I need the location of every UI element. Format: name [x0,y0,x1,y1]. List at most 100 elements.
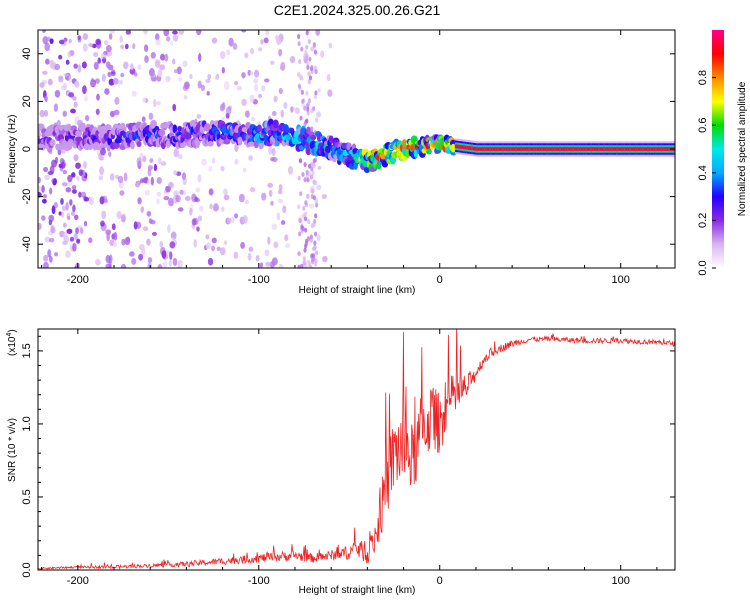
spectrogram-noise-blob [62,222,67,228]
spectrogram-noise-blob [249,71,254,76]
spectrogram-noise-blob [271,110,277,117]
spectrogram-noise-blob [101,73,106,83]
spectrogram-noise-blob [95,38,102,46]
spectrogram-noise-blob [96,93,100,101]
spectrogram-noise-blob [38,176,41,184]
spectrogram-noise-blob [177,207,184,212]
spectrogram-noise-blob [312,256,316,262]
spectrogram-x-axis-label: Height of straight line (km) [299,285,416,296]
spectrogram-noise-blob [172,34,179,42]
spectrogram-noise-blob [245,110,250,118]
spectrogram-noise-blob [73,101,78,108]
spectrogram-noise-blob [88,237,93,244]
spectrogram-noise-blob [259,262,264,268]
snr-y-tick-label: 1.0 [21,416,33,431]
spectrogram-noise-blob [303,121,307,127]
spectrogram-noise-blob [54,63,61,71]
spectrogram-noise-blob [313,218,317,224]
spectrogram-noise-blob [103,199,108,204]
spectrogram-noise-blob [322,255,328,263]
spectrogram-noise-blob [307,171,312,177]
spectrogram-noise-blob [73,63,78,69]
spectrogram-noise-blob [130,63,134,71]
spectrogram-noise-blob [278,87,283,95]
spectrogram-noise-blob [301,98,305,104]
spectrogram-noise-blob [316,111,322,118]
spectrogram-noise-blob [278,48,283,57]
spectrogram-noise-blob [310,223,314,229]
spectrogram-noise-blob [315,117,319,123]
spectrogram-noise-blob [117,175,124,184]
spectrogram-noise-blob [312,158,316,164]
spectrogram-noise-blob [273,95,278,103]
spectrogram-noise-blob [310,188,315,194]
spectrogram-noise-blob [148,112,154,120]
spectrogram-noise-blob [248,246,254,252]
snr-x-tick-label: -100 [248,575,270,587]
spectrogram-noise-blob [255,255,260,262]
spectrogram-noise-blob [304,241,308,247]
spectrogram-noise-blob [308,75,313,81]
spectrogram-noise-blob [300,263,304,268]
spectrogram-noise-blob [320,50,325,59]
spectrogram-noise-blob [197,80,202,89]
spectrogram-noise-blob [219,103,225,112]
spectrogram-noise-blob [65,59,70,65]
spectrogram-noise-blob [62,240,68,246]
spectrogram-noise-blob [121,238,126,246]
spectrogram-noise-blob [209,203,213,210]
spectrogram-noise-blob [47,249,52,258]
spectrogram-noise-blob [58,163,63,169]
spectrogram-noise-blob [328,42,333,49]
spectrogram-x-tick-label: 0 [437,274,443,286]
spectrogram-noise-blob [50,224,55,234]
spectrogram-noise-blob [109,30,116,35]
spectrogram-noise-blob [100,147,106,156]
spectrogram-noise-blob [248,155,253,161]
spectrogram-noise-blob [312,65,317,71]
spectrogram-noise-blob [225,106,232,115]
spectrogram-noise-blob [111,223,116,231]
spectrogram-ridge-blob [177,125,183,132]
spectrogram-noise-blob [242,167,247,173]
spectrogram-noise-blob [195,187,201,193]
spectrogram-noise-blob [314,213,318,219]
spectrogram-noise-blob [133,72,138,77]
spectrogram-noise-blob [261,85,266,92]
spectrogram-noise-blob [314,198,318,204]
spectrogram-noise-blob [308,264,313,268]
spectrogram-noise-blob [44,42,51,52]
spectrogram-noise-blob [113,109,120,116]
spectrogram-noise-blob [71,172,76,178]
spectrogram-noise-blob [114,96,120,105]
spectrogram-noise-blob [153,163,158,172]
spectrogram-noise-blob [313,244,317,250]
spectrogram-noise-blob [62,110,68,117]
spectrogram-noise-blob [146,178,152,185]
spectrogram-ridge-blob [237,139,243,146]
spectrogram-noise-blob [253,78,259,84]
spectrogram-noise-blob [176,66,182,75]
spectrogram-noise-blob [150,219,156,225]
spectrogram-ridge-blob [150,119,158,129]
spectrogram-noise-blob [119,35,124,43]
spectrogram-ridge-blob [67,138,74,148]
spectrogram-noise-blob [205,78,211,84]
snr-y-tick-label: 1.5 [21,343,33,358]
spectrogram-noise-blob [165,250,171,255]
spectrogram-noise-blob [48,219,53,226]
spectrogram-noise-blob [303,247,307,253]
spectrogram-noise-blob [168,197,174,207]
spectrogram-noise-blob [267,236,271,245]
spectrogram-ridge-blob [328,135,334,144]
spectrogram-noise-blob [58,54,63,60]
spectrogram-noise-blob [300,89,304,95]
spectrogram-noise-blob [304,211,308,217]
spectrogram-noise-blob [65,201,69,211]
spectrogram-noise-blob [271,257,278,266]
spectrogram-ridge-blob [218,139,226,145]
spectrogram-noise-blob [263,37,269,44]
spectrogram-noise-blob [43,166,49,173]
